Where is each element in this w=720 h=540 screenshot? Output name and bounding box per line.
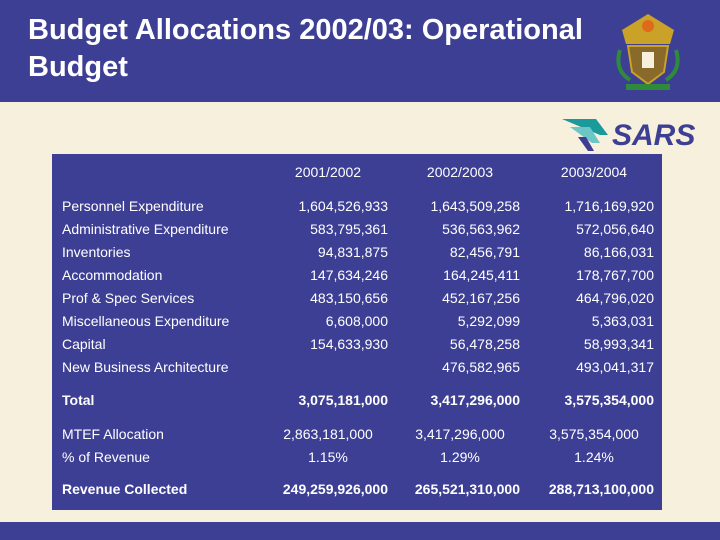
row-label: Prof & Spec Services [62,290,195,306]
table-cell: 178,767,700 [576,267,654,283]
column-header-2003: 2003/2004 [560,164,628,180]
sars-logo: SARS [562,119,695,152]
table-cell: 82,456,791 [449,244,520,260]
row-label: Accommodation [62,267,163,283]
column-2002-values: 1,643,509,258 536,563,962 82,456,791 164… [400,195,520,379]
revenue-2001: 249,259,926,000 [282,481,388,497]
table-cell: 483,150,656 [310,290,388,306]
footer-band [0,522,720,540]
table-cell: 464,796,020 [576,290,654,306]
total-label: Total [62,392,95,408]
table-cell: 5,292,099 [457,313,520,329]
revenue-2003: 288,713,100,000 [548,481,654,497]
table-cell: 476,582,965 [442,359,520,375]
column-header-2001: 2001/2002 [294,164,362,180]
budget-table [52,154,662,510]
revenue-label: Revenue Collected [62,481,188,497]
table-cell: 583,795,361 [310,221,388,237]
table-cell: 572,056,640 [576,221,654,237]
svg-text:SARS: SARS [612,119,695,152]
table-cell: 1,643,509,258 [430,198,520,214]
mtef-2002: 3,417,296,000 1.29% [415,426,505,465]
row-label: New Business Architecture [62,359,229,375]
total-2002: 3,417,296,000 [430,392,520,408]
mtef-label: MTEF Allocation % of Revenue [62,426,164,465]
revenue-2002: 265,521,310,000 [414,481,520,497]
total-2003: 3,575,354,000 [564,392,654,408]
table-cell: 536,563,962 [442,221,520,237]
table-cell: 1,604,526,933 [298,198,388,214]
row-label: Inventories [62,244,131,260]
row-label: Administrative Expenditure [62,221,229,237]
row-label: Capital [62,336,106,352]
row-label: Personnel Expenditure [62,198,204,214]
table-cell: 94,831,875 [317,244,388,260]
column-2001-values: 1,604,526,933 583,795,361 94,831,875 147… [268,195,388,356]
coat-of-arms-icon [616,14,680,90]
table-cell: 86,166,031 [583,244,654,260]
mtef-2001: 2,863,181,000 1.15% [283,426,373,465]
table-cell: 1,716,169,920 [564,198,654,214]
total-2001: 3,075,181,000 [298,392,388,408]
table-cell: 452,167,256 [442,290,520,306]
table-cell: 147,634,246 [310,267,388,283]
title-band [0,0,720,102]
expenditure-labels: Personnel Expenditure Administrative Exp… [62,195,229,379]
column-header-2002: 2002/2003 [426,164,494,180]
mtef-2003: 3,575,354,000 1.24% [549,426,639,465]
column-2003-values: 1,716,169,920 572,056,640 86,166,031 178… [534,195,654,379]
table-cell: 56,478,258 [449,336,520,352]
table-cell: 164,245,411 [443,267,520,283]
table-cell: 493,041,317 [576,359,654,375]
row-label: Miscellaneous Expenditure [62,313,230,329]
table-cell: 58,993,341 [583,336,654,352]
table-cell: 6,608,000 [325,313,388,329]
table-cell: 5,363,031 [591,313,654,329]
table-cell: 154,633,930 [310,336,388,352]
slide-title: Budget Allocations 2002/03: Operational … [28,14,583,83]
